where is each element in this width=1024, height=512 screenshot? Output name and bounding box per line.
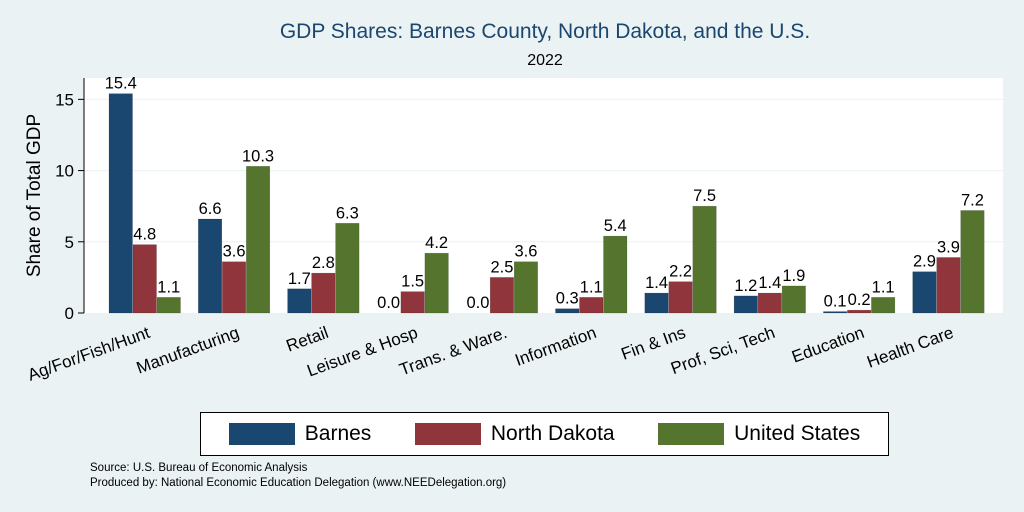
data-label-north-dakota: 4.8 [133,226,156,244]
y-tick-label: 15 [55,90,74,109]
y-tick-label: 5 [65,233,74,252]
data-label-barnes: 1.4 [645,274,668,292]
x-tick-label-information: Information [512,323,598,370]
bar-united-states [781,285,806,314]
bar-united-states [692,205,717,314]
bar-barnes [198,218,223,314]
bar-united-states [513,261,538,314]
data-label-north-dakota: 0.2 [848,291,871,309]
chart-title: GDP Shares: Barnes County, North Dakota,… [279,20,811,43]
bar-united-states [424,252,449,314]
bar-north-dakota [668,281,693,314]
bar-united-states [335,223,360,314]
data-label-barnes: 0.0 [466,294,489,312]
data-label-barnes: 0.0 [377,294,400,312]
x-tick-label-retail: Retail [284,323,331,356]
bar-barnes [823,311,848,314]
bar-united-states [960,210,985,314]
legend: Barnes North Dakota United States [200,412,889,456]
legend-item-barnes: Barnes [228,422,372,446]
data-label-united-states: 7.5 [693,187,716,205]
bar-north-dakota [489,277,514,314]
bar-barnes [912,271,937,314]
y-tick-label: 10 [55,162,74,181]
x-tick-label-education: Education [789,323,867,367]
bar-north-dakota [132,244,157,314]
legend-item-north-dakota: North Dakota [414,422,615,446]
bar-united-states [871,297,896,314]
data-label-north-dakota: 2.8 [312,254,335,272]
data-label-north-dakota: 1.5 [401,273,424,291]
legend-swatch-barnes [228,423,295,445]
legend-item-united-states: United States [658,422,860,446]
x-tick-label-health-care: Health Care [864,323,956,372]
data-label-united-states: 10.3 [242,147,274,165]
data-label-united-states: 4.2 [425,234,448,252]
data-label-barnes: 1.7 [288,270,311,288]
data-label-barnes: 6.6 [199,200,222,218]
data-label-united-states: 1.9 [782,267,805,285]
data-label-north-dakota: 3.9 [937,238,960,256]
data-label-barnes: 0.1 [824,293,847,311]
data-label-united-states: 5.4 [604,217,627,235]
x-tick-label-ag-for-fish-hunt: Ag/For/Fish/Hunt [25,323,152,385]
y-axis-label: Share of Total GDP [24,114,45,277]
data-label-barnes: 15.4 [105,75,137,93]
data-label-united-states: 3.6 [514,243,537,261]
y-tick-label: 0 [65,304,74,323]
data-label-barnes: 1.2 [734,277,757,295]
data-label-united-states: 7.2 [961,191,984,209]
bar-barnes [733,295,758,314]
produced-by-note: Produced by: National Economic Education… [90,477,507,489]
data-label-united-states: 1.1 [157,278,180,296]
bar-north-dakota [757,292,782,314]
data-label-north-dakota: 1.1 [580,278,603,296]
data-label-barnes: 0.3 [556,290,579,308]
data-label-north-dakota: 1.4 [758,274,781,292]
data-label-north-dakota: 2.5 [490,258,513,276]
bar-barnes [644,292,669,314]
bar-north-dakota [400,291,425,314]
bar-north-dakota [222,261,247,314]
bar-north-dakota [936,257,961,314]
bar-barnes [287,288,312,314]
bar-barnes [108,93,133,314]
bar-united-states [603,235,628,314]
data-label-united-states: 6.3 [336,204,359,222]
bar-chart: 0 5 10 15 Share of Total GDP 15.4 4.8 1.1 Ag/For… [24,75,1003,385]
data-label-barnes: 2.9 [913,253,936,271]
bar-united-states [246,166,271,314]
data-label-united-states: 1.1 [872,278,895,296]
data-label-north-dakota: 2.2 [669,263,692,281]
legend-label-united-states: United States [734,422,861,445]
legend-label-barnes: Barnes [304,422,372,445]
legend-swatch-north-dakota [414,423,481,445]
bar-united-states [156,297,181,314]
legend-label-north-dakota: North Dakota [490,422,615,445]
bar-north-dakota [311,272,336,314]
bar-north-dakota [847,309,872,314]
legend-swatch-united-states [658,423,725,445]
bar-north-dakota [579,297,604,314]
x-tick-label-manufacturing: Manufacturing [134,323,242,378]
source-note: Source: U.S. Bureau of Economic Analysis [90,462,308,474]
bar-barnes [555,308,580,314]
chart-subtitle: 2022 [527,52,563,69]
data-label-north-dakota: 3.6 [223,243,246,261]
